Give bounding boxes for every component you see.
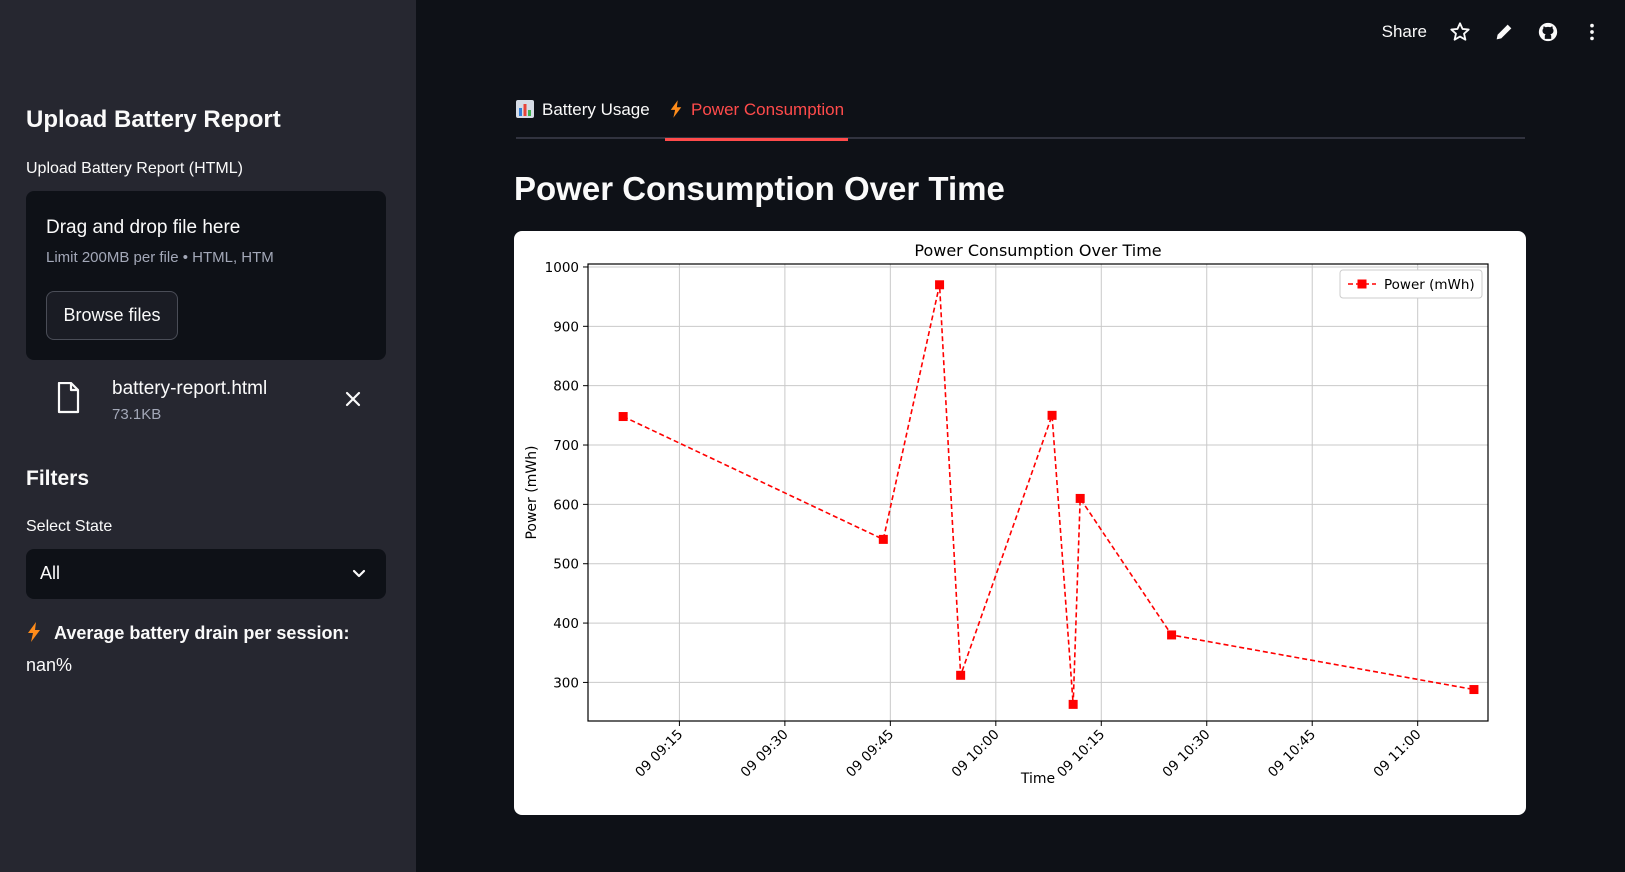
data-point <box>935 280 945 290</box>
tab-battery-usage[interactable]: Battery Usage <box>516 100 650 139</box>
uploaded-file: battery-report.html 73.1KB <box>26 370 386 430</box>
average-drain: Average battery drain per session: <box>26 622 349 644</box>
lightning-icon <box>670 100 682 118</box>
chart-card: 300 400 500 600 700 800 900 1000 09 09:15 09 09:3… <box>514 231 1526 815</box>
y-tick-label: 700 <box>553 438 579 454</box>
star-icon[interactable] <box>1449 21 1471 43</box>
sidebar: Upload Battery Report Upload Battery Rep… <box>0 0 416 872</box>
x-tick-label: 09 09:45 <box>843 727 897 781</box>
chart-title: Power Consumption Over Time <box>914 241 1161 260</box>
tab-power-consumption[interactable]: Power Consumption <box>665 100 849 141</box>
edit-pencil-icon[interactable] <box>1493 21 1515 43</box>
data-point <box>1469 685 1479 695</box>
y-tick-label: 600 <box>553 497 579 513</box>
file-icon <box>57 382 80 414</box>
more-vertical-icon[interactable] <box>1581 21 1603 43</box>
dropzone-title: Drag and drop file here <box>46 217 241 238</box>
y-tick-label: 800 <box>553 379 579 395</box>
select-state-label: Select State <box>26 518 113 535</box>
plot-frame <box>587 263 1489 722</box>
chevron-down-icon <box>352 569 366 578</box>
x-tick-label: 09 10:45 <box>1265 727 1319 781</box>
x-axis-label: Time <box>1020 771 1055 787</box>
y-tick-label: 500 <box>553 557 579 573</box>
data-point <box>618 412 628 422</box>
data-point <box>1047 410 1057 420</box>
legend-box <box>1339 269 1483 299</box>
drain-value: nan% <box>26 655 73 675</box>
x-tick-label: 09 10:15 <box>1054 727 1108 781</box>
x-tick-label: 09 09:30 <box>738 727 792 781</box>
data-point <box>1068 699 1078 709</box>
data-point <box>1075 493 1085 503</box>
sidebar-title: Upload Battery Report <box>26 106 281 133</box>
filters-title: Filters <box>26 467 90 490</box>
top-toolbar: Share <box>1382 18 1625 46</box>
data-point <box>1167 630 1177 640</box>
close-icon[interactable] <box>342 388 364 410</box>
x-tick-label: 09 10:00 <box>949 727 1003 781</box>
state-select[interactable]: All <box>26 549 386 599</box>
tab-bar: Battery Usage Power Consumption <box>516 96 1525 141</box>
page-title: Power Consumption Over Time <box>514 170 1005 207</box>
tab-battery-usage-label: Battery Usage <box>542 100 650 119</box>
browse-files-button[interactable]: Browse files <box>46 291 178 340</box>
x-tick-label: 09 10:30 <box>1160 727 1214 781</box>
bar-chart-icon <box>516 100 534 118</box>
x-tick-label: 09 11:00 <box>1371 727 1425 781</box>
y-tick-label: 900 <box>553 319 579 335</box>
file-name: battery-report.html <box>112 378 268 399</box>
y-tick-label: 400 <box>553 616 579 632</box>
file-size: 73.1KB <box>112 406 162 423</box>
power-chart: 300 400 500 600 700 800 900 1000 09 09:15 09 09:3… <box>524 241 1489 787</box>
legend-label: Power (mWh) <box>1384 277 1475 293</box>
data-point <box>956 670 966 680</box>
series-line <box>622 284 1475 705</box>
drain-label: Average battery drain per session: <box>54 623 350 643</box>
x-tick-label: 09 09:15 <box>632 727 686 781</box>
y-tick-label: 1000 <box>545 260 579 276</box>
tab-power-consumption-label: Power Consumption <box>691 100 845 119</box>
data-point <box>878 534 888 544</box>
github-icon[interactable] <box>1537 21 1559 43</box>
dropzone-limit: Limit 200MB per file • HTML, HTM <box>46 249 274 266</box>
share-button[interactable]: Share <box>1381 22 1427 41</box>
file-dropzone[interactable]: Drag and drop file here Limit 200MB per … <box>26 191 386 360</box>
state-select-value: All <box>40 563 61 583</box>
legend-marker <box>1357 279 1367 289</box>
y-tick-label: 300 <box>553 675 579 691</box>
upload-label: Upload Battery Report (HTML) <box>26 160 243 177</box>
lightning-icon <box>28 622 40 642</box>
y-axis-label: Power (mWh) <box>524 445 540 539</box>
